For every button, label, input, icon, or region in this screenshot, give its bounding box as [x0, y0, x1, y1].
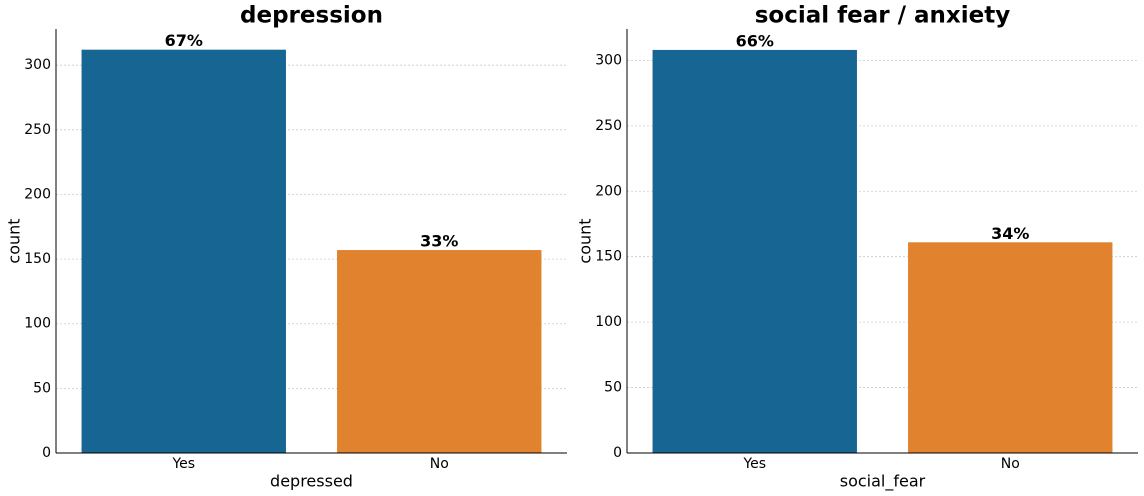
y-tick-label: 300: [24, 57, 51, 73]
value-label: 66%: [736, 31, 774, 50]
y-tick-label: 100: [24, 316, 51, 332]
chart-title: social fear / anxiety: [755, 3, 1011, 29]
x-tick-label: Yes: [171, 456, 195, 472]
y-tick-label: 150: [24, 251, 51, 267]
x-tick-label: No: [430, 456, 449, 472]
x-tick-label: Yes: [742, 456, 766, 472]
x-tick-label: No: [1001, 456, 1020, 472]
y-tick-label: 250: [595, 118, 622, 134]
y-tick-label: 50: [33, 380, 51, 396]
y-tick-label: 150: [595, 249, 622, 265]
bar: [652, 49, 857, 454]
x-axis-label: social_fear: [840, 472, 926, 492]
value-label: 33%: [420, 232, 458, 251]
y-axis-label: count: [576, 218, 595, 263]
y-tick-label: 0: [42, 445, 51, 461]
y-tick-label: 250: [24, 122, 51, 138]
y-tick-label: 0: [613, 445, 622, 461]
value-label: 34%: [991, 224, 1029, 243]
y-tick-label: 200: [24, 186, 51, 202]
y-tick-label: 50: [604, 380, 622, 396]
y-tick-label: 100: [595, 314, 622, 330]
x-axis-label: depressed: [270, 472, 353, 491]
y-tick-label: 300: [595, 52, 622, 68]
y-tick-label: 200: [595, 183, 622, 199]
bar: [337, 250, 542, 453]
y-axis-label: count: [5, 218, 24, 263]
value-label: 67%: [165, 31, 203, 50]
chart-title: depression: [240, 3, 383, 29]
bar: [908, 242, 1113, 453]
bar: [81, 49, 286, 454]
